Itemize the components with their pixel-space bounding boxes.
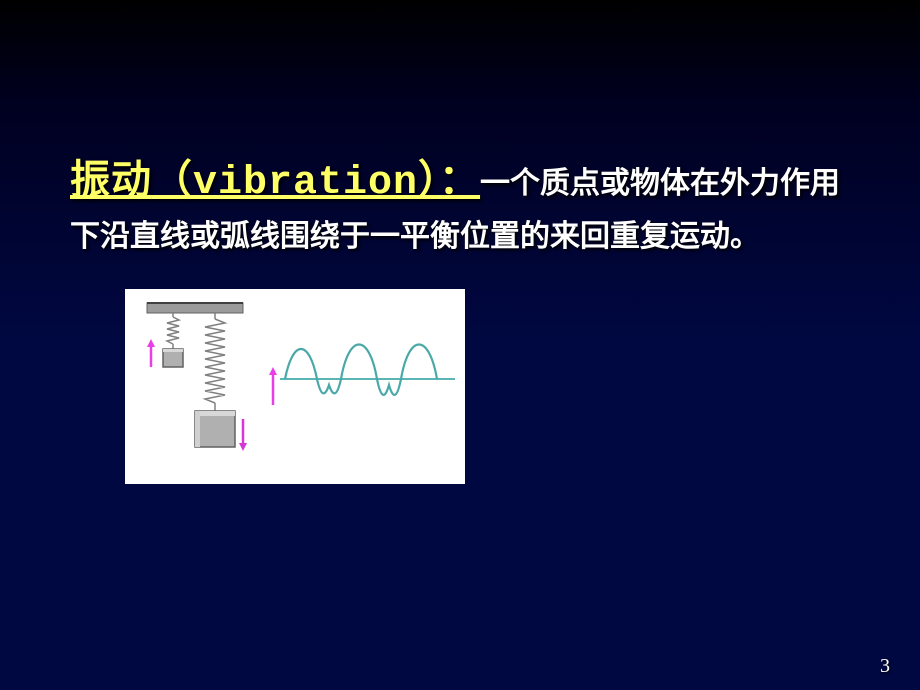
diagram-container: [125, 289, 850, 484]
term-en: （vibration）：: [152, 161, 480, 206]
term-cn: 振动: [70, 158, 152, 202]
title-block: 振动（vibration）：一个质点或物体在外力作用下沿直线或弧线围绕于一平衡位…: [70, 150, 850, 261]
vibration-diagram: [125, 289, 465, 484]
page-number: 3: [880, 655, 890, 678]
term-label: 振动（vibration）：: [70, 158, 480, 202]
ceiling-bar: [147, 303, 243, 313]
